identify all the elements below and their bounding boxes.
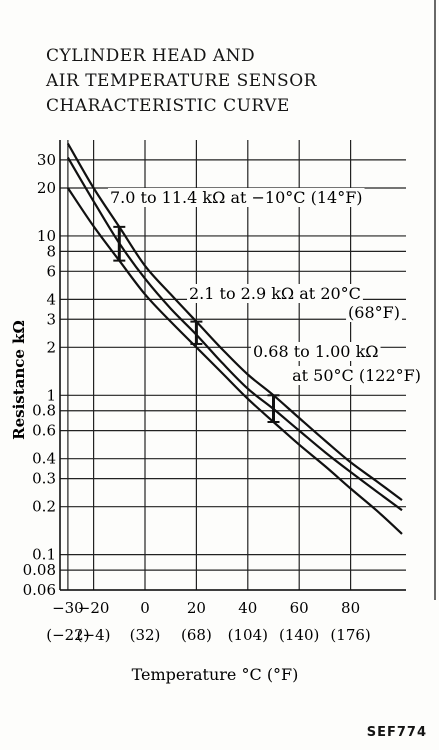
page-edge-line (434, 0, 436, 600)
x-tick-label-f: (68) (181, 626, 212, 644)
y-tick-label: 6 (46, 262, 56, 280)
y-tick-label: 20 (37, 179, 56, 197)
annotation-3-line-1: 0.68 to 1.00 kΩ (253, 342, 379, 361)
tick-labels: 30 20 108 6 4 3 2 10.8 0.6 0.4 0.3 0.2 0.10.08 0.06−3… (23, 151, 371, 644)
y-tick-label: 8 (46, 242, 56, 260)
title-line-1: CYLINDER HEAD AND (46, 46, 256, 66)
y-tick-label: 0.1 (32, 546, 56, 564)
y-axis-label: Resistance kΩ (10, 320, 28, 440)
annotation-1: 7.0 to 11.4 kΩ at −10°C (14°F) (110, 188, 363, 207)
x-tick-label: 40 (238, 599, 257, 617)
annotation-3-line-1-bg (251, 342, 381, 361)
annotation-3-line-2-bg (290, 366, 423, 385)
x-tick-label: 80 (341, 599, 360, 617)
x-tick-label: 0 (140, 599, 150, 617)
x-tick-label: −30 (52, 599, 84, 617)
chart-title: CYLINDER HEAD AND AIR TEMPERATURE SENSOR… (46, 44, 426, 119)
annotation-3-line-2: at 50°C (122°F) (292, 366, 421, 385)
x-tick-label-f: (−22) (46, 626, 89, 644)
x-tick-label: 20 (187, 599, 206, 617)
x-tick-label-f: (176) (330, 626, 370, 644)
y-tick-label: 0.06 (23, 581, 56, 599)
x-tick-label-f: (32) (130, 626, 161, 644)
y-tick-label: 30 (37, 151, 56, 169)
tolerance-marks (113, 225, 280, 423)
y-tick-label: 10 (37, 227, 56, 245)
x-tick-label-f: (104) (228, 626, 268, 644)
annotation-2-line-1: 2.1 to 2.9 kΩ at 20°C (189, 284, 361, 303)
y-tick-label: 0.4 (32, 450, 56, 468)
y-tick-label: 0.8 (32, 402, 56, 420)
y-tick-label: 0.3 (32, 470, 56, 488)
series-line-2 (66, 157, 403, 512)
title-line-3: CHARACTERISTIC CURVE (46, 96, 290, 116)
y-tick-label: 4 (46, 290, 56, 308)
grid (59, 140, 406, 591)
annotations: 7.0 to 11.4 kΩ at −10°C (14°F) 2.1 to 2.9… (108, 188, 423, 385)
annotation-2-line-1-bg (187, 284, 363, 303)
y-tick-label: 1 (46, 386, 56, 404)
series-line-3 (66, 187, 403, 535)
x-axis-label: Temperature °C (°F) (132, 665, 299, 684)
y-tick-label: 3 (46, 310, 56, 328)
figure-reference: SEF774 (366, 725, 427, 740)
y-tick-label: 2 (46, 338, 56, 356)
annotation-2-line-2: (68°F) (348, 303, 400, 322)
x-tick-label-f: (140) (279, 626, 319, 644)
y-tick-label: 0.6 (32, 422, 56, 440)
y-tick-label: 0.08 (23, 561, 56, 579)
x-tick-label: 60 (290, 599, 309, 617)
annotation-2-line-2-bg (346, 303, 402, 322)
curves (66, 142, 403, 535)
x-tick-label-f: (−4) (77, 626, 111, 644)
annotation-1-bg (108, 188, 365, 207)
x-tick-label: −20 (78, 599, 110, 617)
series-line-1 (66, 142, 403, 501)
y-tick-label: 0.2 (32, 498, 56, 516)
title-line-2: AIR TEMPERATURE SENSOR (46, 71, 317, 91)
